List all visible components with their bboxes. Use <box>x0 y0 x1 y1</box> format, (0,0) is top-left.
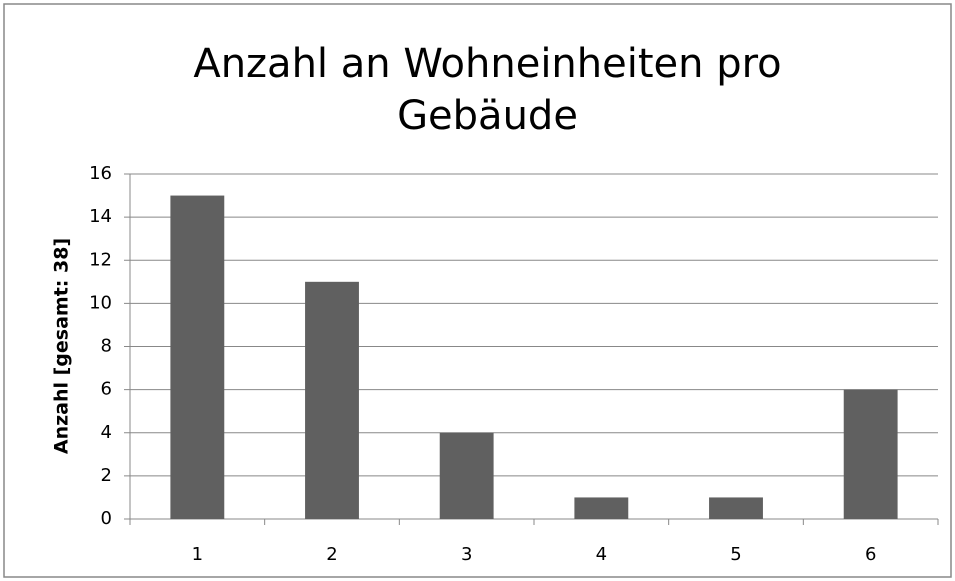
y-tick-label: 4 <box>101 422 112 443</box>
y-tick-label: 10 <box>89 292 112 313</box>
bar <box>843 389 898 519</box>
x-tick-label: 1 <box>192 544 203 565</box>
x-tick-label: 4 <box>596 544 607 565</box>
bar <box>439 432 494 519</box>
y-tick-label: 2 <box>101 465 112 486</box>
y-tick-label: 8 <box>101 336 112 357</box>
x-tick-label: 6 <box>865 544 876 565</box>
bar <box>305 281 359 519</box>
y-tick-label: 0 <box>101 508 112 529</box>
bar <box>709 497 763 519</box>
chart-title: Anzahl an Wohneinheiten pro Gebäude <box>193 41 782 139</box>
y-tick-label: 6 <box>101 379 112 400</box>
x-tick-label: 3 <box>461 544 472 565</box>
y-axis-label: Anzahl [gesamt: 38] <box>51 238 73 454</box>
y-tick-label: 14 <box>89 206 112 227</box>
x-tick-label: 5 <box>730 544 741 565</box>
y-tick-label: 16 <box>89 163 112 184</box>
bar <box>170 195 225 519</box>
x-tick-label: 2 <box>326 544 337 565</box>
bar <box>574 497 629 519</box>
y-tick-label: 12 <box>89 249 112 270</box>
